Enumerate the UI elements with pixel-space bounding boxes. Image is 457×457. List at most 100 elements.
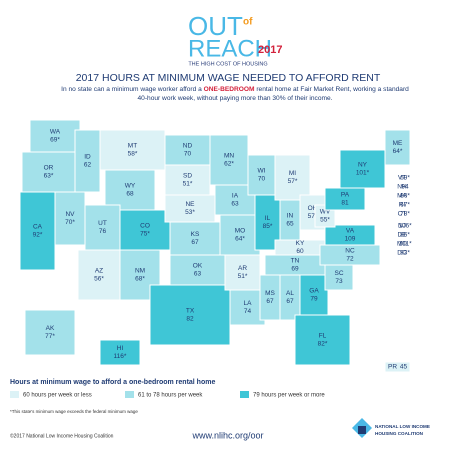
logo-of: of <box>243 17 253 28</box>
state-hours: 81 <box>341 200 349 207</box>
state-abbr: UT <box>98 220 107 227</box>
tagline: THE HIGH COST OF HOUSING <box>188 61 267 67</box>
state-abbr: MD <box>397 241 407 248</box>
state-hours: 64* <box>235 236 245 243</box>
intro: In no state can a minimum wage worker af… <box>60 86 410 103</box>
state <box>104 169 156 211</box>
state-hours: 68 <box>126 191 134 198</box>
state-hours: 70* <box>65 219 75 226</box>
state-abbr: OR <box>44 165 54 172</box>
state-abbr: IA <box>232 193 239 200</box>
state-abbr: KY <box>296 240 305 247</box>
state-hours: 80* <box>400 193 410 200</box>
state <box>324 224 376 246</box>
state-abbr: SD <box>183 173 192 180</box>
state <box>74 129 101 193</box>
state-hours: 92* <box>33 232 43 239</box>
map: WA69*OR63*CA92*NV70*ID62MT58*WY68UT76AZ5… <box>19 119 411 373</box>
state-abbr: CO <box>140 223 150 230</box>
url[interactable]: www.nlihc.org/oor <box>191 430 263 440</box>
state-hours: 69* <box>400 175 410 182</box>
state-hours: 68* <box>135 276 145 283</box>
state-hours: 75* <box>140 231 150 238</box>
state <box>209 134 249 186</box>
state <box>149 284 231 346</box>
logo-out: OUT <box>188 11 243 41</box>
state-hours: 85* <box>263 223 273 230</box>
state <box>324 264 354 291</box>
state <box>339 149 386 189</box>
state-abbr: CT <box>398 211 407 218</box>
state <box>384 129 411 166</box>
state-abbr: IL <box>265 215 271 222</box>
state-hours: 67* <box>400 202 410 209</box>
state-hours: 70 <box>184 151 192 158</box>
state-abbr: TX <box>186 308 195 315</box>
state-abbr: WA <box>50 129 61 136</box>
state <box>99 339 141 366</box>
state-abbr: HI <box>117 345 124 352</box>
copyright: ©2017 National Low Income Housing Coalit… <box>10 432 114 439</box>
state-abbr: GA <box>309 288 319 295</box>
state-hours: 69 <box>291 266 299 273</box>
state-hours: 62 <box>84 162 92 169</box>
legend-label: 79 hours per week or more <box>253 393 325 399</box>
state-abbr: DC <box>397 250 407 257</box>
state <box>169 254 226 286</box>
state <box>164 164 211 196</box>
state-abbr: NH <box>397 184 407 191</box>
logo-shape <box>358 426 366 434</box>
state-abbr: NV <box>65 211 75 218</box>
legend-swatch <box>125 391 134 398</box>
state-abbr: NM <box>135 268 145 275</box>
state-hours: 106* <box>398 223 412 230</box>
state-abbr: VT <box>398 175 406 182</box>
state-hours: 82 <box>186 316 194 323</box>
state-hours: 116* <box>114 353 127 360</box>
state-abbr: MO <box>235 228 245 235</box>
state-abbr: MT <box>128 143 137 150</box>
state-abbr: PA <box>341 192 350 199</box>
org-logo <box>352 418 372 438</box>
title: 2017 HOURS AT MINIMUM WAGE NEEDED TO AFF… <box>76 72 381 84</box>
state-abbr: MS <box>265 290 275 297</box>
state-abbr: MI <box>289 170 296 177</box>
state-hours: 62* <box>224 161 234 168</box>
logo-reach: REACH <box>188 35 272 62</box>
state-abbr: CA <box>33 224 43 231</box>
state-abbr: PR <box>388 364 397 371</box>
state-abbr: WI <box>258 168 266 175</box>
state-hours: 101* <box>398 241 412 248</box>
state-abbr: ND <box>183 143 193 150</box>
state-hours: 63 <box>194 271 202 278</box>
state-abbr: WY <box>125 183 136 190</box>
state-hours: 67 <box>266 298 274 305</box>
state <box>21 151 76 193</box>
state-abbr: OK <box>193 263 203 270</box>
state <box>384 361 411 373</box>
state-hours: 67 <box>191 239 199 246</box>
state <box>24 309 76 356</box>
state <box>299 274 329 316</box>
footnote: *This state's minimum wage exceeds the f… <box>10 409 138 414</box>
state-hours: 45 <box>400 364 408 371</box>
legend-swatch <box>10 391 19 398</box>
state-hours: 55* <box>320 217 330 224</box>
state-hours: 58* <box>128 151 138 158</box>
logo-year: 2017 <box>258 44 282 56</box>
state-hours: 65 <box>286 221 294 228</box>
state-hours: 60 <box>296 248 304 255</box>
legend: 60 hours per week or less 61 to 78 hours … <box>10 391 325 399</box>
legend-label: 61 to 78 hours per week <box>138 393 203 399</box>
state <box>229 289 266 326</box>
state-hours: 101* <box>356 170 370 177</box>
intro-text: rental home at Fair Market Rent, working… <box>137 86 409 102</box>
intro-highlight: ONE-BEDROOM <box>203 86 255 93</box>
state-hours: 53* <box>185 209 195 216</box>
state-hours: 67 <box>286 298 294 305</box>
state <box>247 154 276 196</box>
state-abbr: ID <box>84 154 91 161</box>
state-abbr: AK <box>46 325 55 332</box>
state-abbr: SC <box>334 270 343 277</box>
